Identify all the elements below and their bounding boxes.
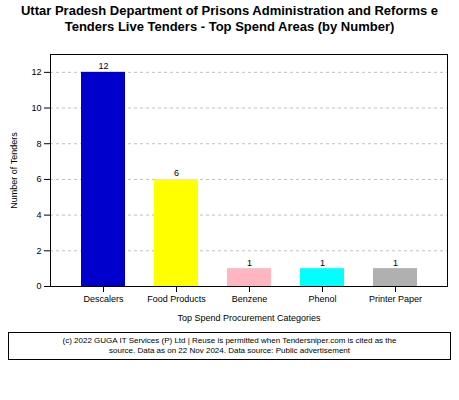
svg-text:Phenol: Phenol bbox=[308, 293, 336, 303]
svg-text:Printer Paper: Printer Paper bbox=[369, 293, 422, 303]
html-text:Uttar Pradesh Department of Pr: Uttar Pradesh Department of Prisons Admi… bbox=[21, 3, 438, 35]
svg-text:Number of Tenders: Number of Tenders bbox=[9, 131, 19, 208]
html-text:source. Data as on 22 Nov 2024: source. Data as on 22 Nov 2024. Data sou… bbox=[109, 345, 350, 355]
svg-text:6: 6 bbox=[36, 174, 41, 184]
svg-text:12: 12 bbox=[98, 61, 108, 71]
svg-text:6: 6 bbox=[174, 168, 179, 178]
svg-text:2: 2 bbox=[36, 245, 41, 255]
svg-text:Descalers: Descalers bbox=[83, 293, 124, 303]
svg-text:12: 12 bbox=[31, 67, 41, 77]
svg-text:4: 4 bbox=[36, 209, 41, 219]
svg-text:1: 1 bbox=[247, 257, 252, 267]
svg-text:1: 1 bbox=[393, 257, 398, 267]
svg-text:Top Spend Procurement Categori: Top Spend Procurement Categories bbox=[177, 312, 321, 322]
html-text:(c) 2022 GUGA IT Services (P): (c) 2022 GUGA IT Services (P) Ltd | Reus… bbox=[62, 335, 397, 345]
svg-text:0: 0 bbox=[36, 281, 41, 291]
svg-text:Food Products: Food Products bbox=[147, 293, 206, 303]
svg-text:Benzene: Benzene bbox=[232, 293, 268, 303]
svg-text:8: 8 bbox=[36, 138, 41, 148]
svg-text:1: 1 bbox=[320, 257, 325, 267]
svg-text:10: 10 bbox=[31, 102, 41, 112]
